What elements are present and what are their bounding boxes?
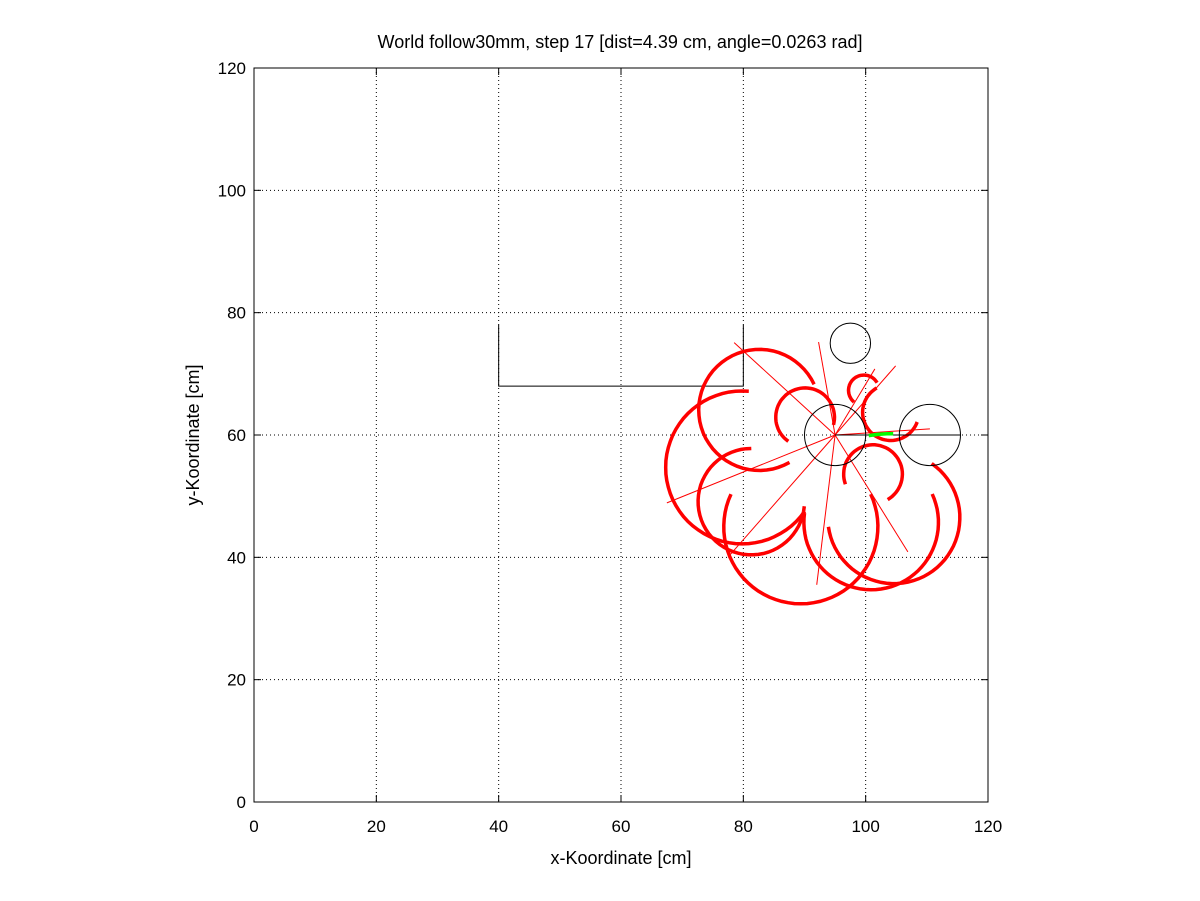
x-tick-label: 40: [489, 817, 508, 836]
y-axis-label: y-Koordinate [cm]: [183, 364, 203, 505]
x-axis-label: x-Koordinate [cm]: [550, 848, 691, 868]
robot-path-line: [868, 432, 894, 438]
sensor-ray: [834, 368, 876, 436]
x-tick-label: 120: [974, 817, 1002, 836]
sensor-arc: [826, 462, 962, 586]
wall-polyline: [498, 324, 744, 387]
plot-data: [498, 322, 962, 606]
sensor-ray: [730, 434, 836, 555]
y-tick-label: 80: [227, 304, 246, 323]
sensor-arc: [722, 493, 880, 606]
sensor-arc: [774, 386, 837, 443]
chart-title: World follow30mm, step 17 [dist=4.39 cm,…: [378, 32, 863, 52]
y-tick-label: 20: [227, 671, 246, 690]
sensor-arc: [841, 443, 905, 502]
sensor-ray: [818, 341, 836, 436]
sensor-ray: [816, 434, 836, 585]
y-tick-label: 100: [218, 181, 246, 200]
sensor-arc: [696, 446, 807, 557]
x-tick-label: 100: [851, 817, 879, 836]
y-tick-label: 0: [237, 793, 246, 812]
y-tick-label: 120: [218, 59, 246, 78]
y-tick-label: 40: [227, 548, 246, 567]
axis-ticks: 0 20 40 60 80 100 120 0 20 40 60 80 100 120: [218, 59, 1003, 836]
x-tick-label: 80: [734, 817, 753, 836]
sensor-arc: [802, 493, 941, 592]
sensor-ray: [834, 434, 909, 553]
y-tick-label: 60: [227, 426, 246, 445]
sensor-arc: [846, 373, 879, 404]
sensor-arc: [663, 389, 807, 546]
sensor-ray: [733, 342, 836, 436]
x-tick-label: 0: [249, 817, 258, 836]
x-tick-label: 60: [612, 817, 631, 836]
small-object: [829, 322, 872, 364]
sensor-arc: [696, 347, 816, 473]
x-tick-label: 20: [367, 817, 386, 836]
